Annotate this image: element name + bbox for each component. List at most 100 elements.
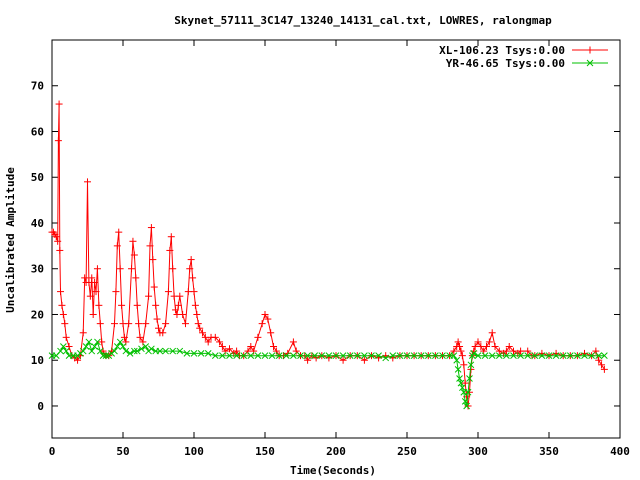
data-point: [167, 233, 175, 241]
data-point: [233, 352, 240, 360]
data-point: [218, 343, 226, 351]
data-point: [194, 320, 202, 328]
data-point: [495, 347, 503, 355]
data-point: [128, 265, 136, 273]
data-point: [60, 343, 67, 350]
data-point: [481, 352, 489, 360]
data-point: [112, 288, 120, 296]
data-point: [133, 301, 141, 309]
data-point: [189, 274, 197, 282]
data-point: [56, 246, 64, 254]
data-point: [93, 265, 101, 273]
data-point: [581, 352, 588, 360]
data-point: [463, 402, 470, 410]
data-point: [219, 352, 226, 360]
data-point: [339, 356, 347, 364]
data-point: [325, 352, 333, 360]
data-point: [517, 347, 525, 355]
data-point: [99, 352, 107, 360]
data-point: [61, 320, 69, 328]
data-point: [172, 306, 180, 314]
data-point: [98, 338, 106, 346]
data-point: [152, 301, 160, 309]
data-point: [290, 352, 297, 360]
data-point: [389, 352, 397, 360]
data-point: [339, 352, 347, 360]
data-point: [545, 352, 553, 360]
data-point: [289, 338, 297, 346]
data-point: [264, 315, 272, 323]
x-tick-label: 400: [610, 445, 630, 458]
data-point: [510, 347, 517, 355]
data-point: [466, 375, 473, 382]
data-point: [94, 338, 101, 346]
data-point: [456, 343, 464, 351]
data-point: [254, 352, 262, 360]
data-point: [360, 356, 368, 364]
data-point: [474, 352, 482, 360]
data-point: [149, 256, 157, 264]
data-point: [461, 398, 469, 405]
data-point: [396, 352, 404, 360]
data-point: [181, 320, 189, 328]
data-point: [247, 343, 255, 351]
data-point: [211, 333, 219, 341]
data-point: [57, 347, 64, 355]
data-point: [136, 333, 144, 341]
x-tick-label: 300: [468, 445, 488, 458]
data-point: [216, 338, 224, 346]
data-point: [488, 329, 496, 337]
data-point: [84, 178, 91, 186]
legend-label: YR-46.65 Tsys:0.00: [446, 57, 565, 70]
data-point: [282, 352, 290, 360]
data-point: [62, 347, 70, 355]
data-point: [131, 347, 138, 355]
data-point: [467, 361, 475, 369]
data-point: [86, 292, 94, 300]
data-point: [81, 274, 89, 282]
data-point: [150, 283, 158, 291]
data-point: [503, 352, 510, 360]
data-point: [156, 347, 164, 355]
data-point: [368, 352, 375, 360]
data-point: [88, 274, 96, 282]
data-point: [113, 242, 121, 250]
data-point: [159, 329, 167, 337]
data-point: [454, 366, 462, 373]
data-point: [211, 352, 219, 360]
data-point: [254, 333, 262, 341]
data-point: [458, 352, 466, 360]
y-tick-label: 10: [31, 354, 44, 367]
x-tick-label: 50: [116, 445, 129, 458]
data-point: [164, 288, 172, 296]
data-point: [197, 350, 205, 357]
data-point: [297, 352, 304, 360]
data-point: [598, 361, 606, 369]
legend-entry-yr: YR-46.65 Tsys:0.00: [446, 57, 608, 70]
data-point: [119, 343, 127, 350]
y-axis-label: Uncalibrated Amplitude: [4, 167, 17, 313]
data-point: [456, 375, 463, 382]
data-point: [138, 345, 145, 353]
data-point: [485, 338, 493, 346]
data-point: [304, 352, 311, 360]
y-tick-label: 20: [31, 308, 44, 321]
data-point: [126, 350, 134, 357]
data-point: [130, 251, 138, 259]
data-point: [457, 379, 465, 387]
data-point: [439, 352, 446, 360]
data-point: [424, 352, 432, 360]
data-point: [450, 352, 458, 360]
y-tick-label: 30: [31, 263, 44, 276]
data-point: [95, 301, 103, 309]
x-axis: 0 50 100 150 200 250 300 350 400: [49, 40, 630, 458]
data-point: [258, 320, 266, 328]
data-point: [54, 237, 62, 245]
data-point: [113, 343, 121, 350]
data-point: [52, 233, 60, 241]
data-point: [118, 301, 126, 309]
data-point: [480, 347, 488, 355]
data-point: [502, 347, 510, 355]
data-point: [146, 242, 154, 250]
data-point: [162, 320, 170, 328]
